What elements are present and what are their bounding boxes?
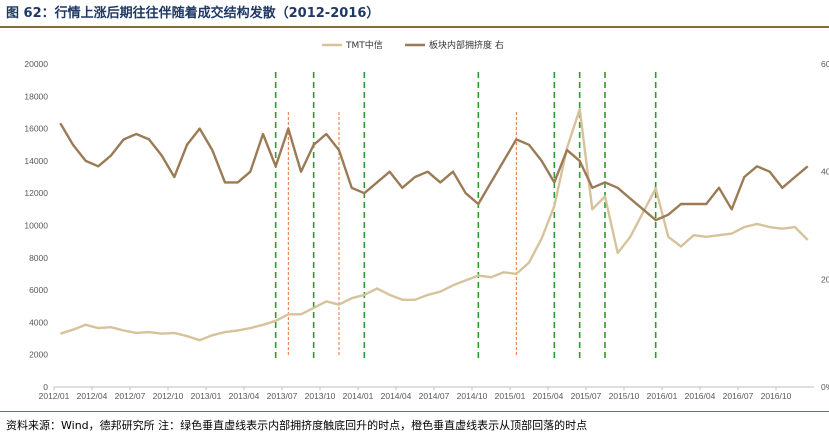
series-lines	[59, 108, 809, 342]
x-tick-label: 2012/10	[153, 391, 184, 401]
title-divider	[0, 26, 829, 28]
x-tick-label: 2016/07	[723, 391, 754, 401]
axes: 0 2000 4000 6000 8000 10000 12000 14000 16000 180…	[24, 59, 829, 401]
x-tick-label: 2015/10	[609, 391, 640, 401]
y-left-tick-label: 4000	[29, 317, 48, 327]
series-line-tmt	[59, 108, 809, 342]
legend: TMT中信 板块内部拥挤度 右	[322, 39, 504, 51]
x-tick-label: 2014/04	[381, 391, 412, 401]
x-tick-label: 2013/10	[305, 391, 336, 401]
y-left-tick-label: 20000	[24, 59, 48, 69]
x-tick-label: 2013/04	[229, 391, 260, 401]
x-tick-label: 2014/01	[343, 391, 374, 401]
x-tick-label: 2015/07	[571, 391, 602, 401]
x-tick-label: 2015/04	[533, 391, 564, 401]
y-left-tick-label: 8000	[29, 253, 48, 263]
series-line-crowding	[59, 122, 809, 222]
x-tick-label: 2016/10	[761, 391, 792, 401]
y-left-tick-label: 2000	[29, 350, 48, 360]
y-left-tick-label: 10000	[24, 221, 48, 231]
y-left-tick-label: 14000	[24, 156, 48, 166]
chart: TMT中信 板块内部拥挤度 右 0 2000 4000 6000 8000 10000 120…	[24, 39, 829, 401]
source-note: 资料来源：Wind，德邦研究所 注：绿色垂直虚线表示内部拥挤度触底回升的时点，橙…	[6, 419, 588, 432]
y-right-tick-label: 20%	[821, 274, 829, 284]
figure-title: 图 62：行情上涨后期往往伴随着成交结构发散（2012-2016）	[6, 6, 380, 21]
y-right-tick-label: 0%	[821, 382, 829, 392]
x-tick-label: 2016/01	[647, 391, 678, 401]
x-tick-label: 2012/04	[77, 391, 108, 401]
x-tick-label: 2016/04	[685, 391, 716, 401]
legend-label: TMT中信	[345, 39, 383, 51]
x-tick-label: 2012/07	[115, 391, 146, 401]
x-tick-label: 2015/01	[495, 391, 526, 401]
x-tick-label: 2014/07	[419, 391, 450, 401]
y-left-tick-label: 0	[43, 382, 48, 392]
y-right-tick-label: 60%	[821, 59, 829, 69]
y-right-tick-label: 40%	[821, 167, 829, 177]
x-tick-label: 2013/01	[191, 391, 222, 401]
y-left-tick-label: 12000	[24, 188, 48, 198]
legend-label: 板块内部拥挤度 右	[429, 39, 504, 51]
x-tick-label: 2013/07	[267, 391, 298, 401]
x-tick-label: 2012/01	[39, 391, 70, 401]
y-left-tick-label: 16000	[24, 124, 48, 134]
reference-lines	[274, 72, 657, 360]
footer-divider	[0, 411, 829, 412]
y-left-tick-label: 6000	[29, 285, 48, 295]
x-tick-label: 2014/10	[457, 391, 488, 401]
y-left-tick-label: 18000	[24, 91, 48, 101]
